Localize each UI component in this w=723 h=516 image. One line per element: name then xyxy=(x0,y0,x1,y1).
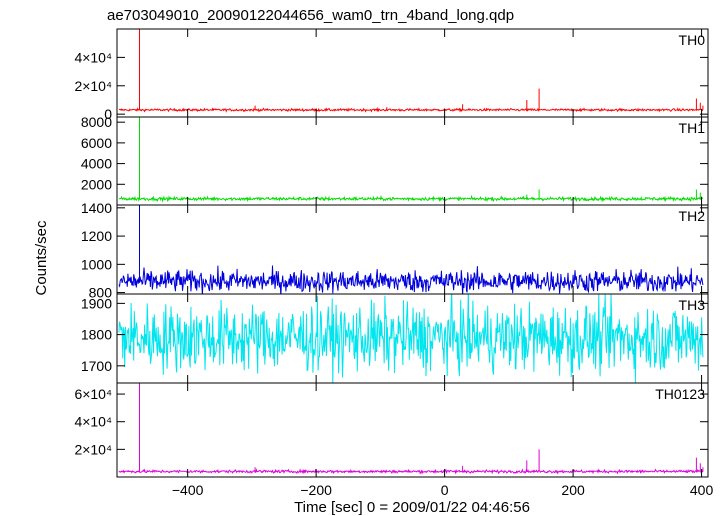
x-tick-label: 200 xyxy=(561,482,585,498)
panel-th0123-frame xyxy=(116,382,709,478)
series-th1-line xyxy=(118,117,703,203)
y-tick-label: 0 xyxy=(104,106,112,122)
y-axis-label: Counts/sec xyxy=(33,220,50,296)
x-tick-label: 0 xyxy=(441,482,449,498)
series-th0-line xyxy=(118,29,704,113)
x-tick-label: 400 xyxy=(690,482,714,498)
y-tick-label: 800 xyxy=(89,285,113,301)
panel-label: TH3 xyxy=(679,297,706,313)
y-tick-label: 6×10⁴ xyxy=(74,386,112,402)
x-tick-label: −400 xyxy=(172,482,204,498)
series-th2-line xyxy=(118,205,704,294)
y-tick-label: 1800 xyxy=(81,327,112,343)
panel-label: TH2 xyxy=(679,208,706,224)
panel-label: TH0 xyxy=(679,32,706,48)
panel-th0-frame xyxy=(116,28,709,118)
y-tick-label: 8000 xyxy=(81,114,112,130)
series-th0123-line xyxy=(118,383,704,475)
y-tick-label: 4000 xyxy=(81,156,112,172)
y-tick-label: 2×10⁴ xyxy=(74,78,112,94)
y-tick-label: 1000 xyxy=(81,256,112,272)
x-axis-label: Time [sec] 0 = 2009/01/22 04:46:56 xyxy=(294,499,530,516)
panel-th1-frame xyxy=(116,116,709,206)
y-tick-label: 2×10⁴ xyxy=(74,441,112,457)
y-tick-label: 1400 xyxy=(81,200,112,216)
chart-title: ae703049010_20090122044656_wam0_trn_4ban… xyxy=(107,7,514,24)
panel-label: TH1 xyxy=(679,120,706,136)
series-th3-line xyxy=(118,294,704,383)
y-tick-label: 6000 xyxy=(81,135,112,151)
y-tick-label: 4×10⁴ xyxy=(74,49,112,65)
panel-label: TH0123 xyxy=(655,386,705,402)
y-tick-label: 1200 xyxy=(81,228,112,244)
y-tick-label: 4×10⁴ xyxy=(74,414,112,430)
y-tick-label: 1700 xyxy=(81,358,112,374)
y-tick-label: 1900 xyxy=(81,295,112,311)
x-tick-label: −200 xyxy=(300,482,332,498)
y-tick-label: 2000 xyxy=(81,176,112,192)
